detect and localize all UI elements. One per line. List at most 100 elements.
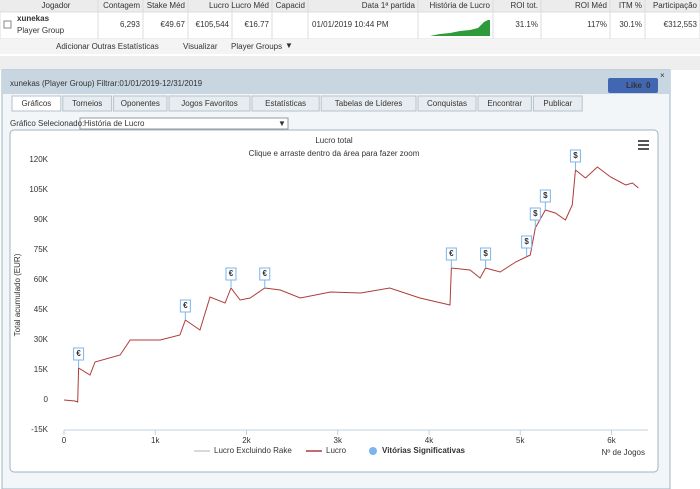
flag[interactable]: [480, 247, 492, 261]
x-tick-label: 2k: [242, 436, 251, 445]
tab[interactable]: [113, 95, 168, 112]
x-axis-title: Nº de Jogos: [602, 448, 645, 457]
x-tick-label: 0: [62, 436, 67, 445]
flag[interactable]: [529, 207, 541, 221]
flag-label: €: [76, 349, 81, 358]
close-icon[interactable]: ×: [660, 71, 665, 80]
tab[interactable]: [168, 95, 251, 112]
y-tick-label: 105K: [29, 185, 48, 194]
selector-label: Gráfico Selecionado:: [10, 119, 84, 128]
table-header-bg: [0, 0, 700, 12]
sparkline: [430, 20, 490, 36]
flag-label: €: [229, 269, 234, 278]
like-button[interactable]: [608, 78, 658, 93]
tab[interactable]: [417, 95, 477, 112]
legend-label[interactable]: Vitórias Significativas: [382, 446, 466, 455]
cell: €105,544: [196, 20, 230, 29]
column-header: Lucro: [209, 1, 230, 10]
cell: €16.77: [245, 20, 270, 29]
toolbar-item[interactable]: Visualizar: [183, 42, 218, 51]
tab-label[interactable]: Estatísticas: [265, 99, 306, 108]
legend-label[interactable]: Lucro Excluindo Rake: [214, 446, 292, 455]
cell: €312,553: [664, 20, 698, 29]
y-tick-label: 0: [44, 395, 49, 404]
chart-title: Lucro total: [315, 136, 353, 145]
menu-icon[interactable]: [638, 140, 649, 150]
column-header: História de Lucro: [430, 1, 491, 10]
column-header: Lucro Méd: [231, 1, 269, 10]
flag-label: $: [524, 237, 529, 246]
dropdown[interactable]: [79, 117, 289, 130]
column-header: Capacid: [276, 1, 305, 10]
tab-label[interactable]: Tabelas de Líderes: [335, 99, 403, 108]
cell: 01/01/2019 10:44 PM: [312, 20, 389, 29]
column-header: Contagem: [103, 1, 140, 10]
cell: 30.1%: [619, 20, 642, 29]
tab[interactable]: [532, 95, 583, 112]
y-tick-label: 90K: [34, 215, 49, 224]
flag[interactable]: [259, 267, 271, 281]
selector-value[interactable]: História de Lucro: [84, 119, 145, 128]
flag[interactable]: [521, 235, 533, 249]
chart-frame: [9, 129, 659, 473]
cell: 31.1%: [515, 20, 538, 29]
chart-subtitle: Clique e arraste dentro da área para faz…: [249, 149, 420, 158]
tab-label[interactable]: Encontrar: [487, 99, 522, 108]
flag-label: $: [543, 191, 548, 200]
like-count[interactable]: 0: [646, 81, 651, 90]
column-header: ITM %: [619, 1, 642, 10]
toolbar-bg: [0, 39, 700, 54]
flag[interactable]: [445, 247, 457, 261]
player-group: Player Group: [17, 26, 65, 35]
flag-label: €: [449, 249, 454, 258]
profit-line: [63, 166, 639, 403]
cell: 6,293: [120, 20, 141, 29]
toolbar-item[interactable]: Adicionar Outras Estatísticas: [56, 42, 159, 51]
flag-label: €: [263, 269, 268, 278]
tab[interactable]: [320, 95, 417, 112]
toolbar-item[interactable]: Player Groups: [231, 42, 282, 51]
column-header: ROI Méd: [575, 1, 607, 10]
like-text[interactable]: Like: [626, 81, 643, 90]
tab-label[interactable]: Conquistas: [427, 99, 467, 108]
tab[interactable]: [251, 95, 320, 112]
table-row-bg: [0, 11, 700, 40]
tab-label[interactable]: Torneios: [72, 99, 102, 108]
panel-title: xunekas (Player Group) Filtrar:01/01/201…: [10, 79, 203, 88]
flag[interactable]: [569, 149, 581, 163]
tab-label[interactable]: Publicar: [543, 99, 572, 108]
tab-label[interactable]: Oponentes: [121, 99, 160, 108]
flag[interactable]: [73, 347, 85, 361]
dropdown-arrow: ▼: [285, 41, 293, 50]
flag-label: $: [483, 249, 488, 258]
player-name: xunekas: [17, 14, 50, 23]
checkbox[interactable]: [3, 20, 12, 29]
column-header: Stake Méd: [147, 1, 185, 10]
column-header: Participação: [653, 1, 698, 10]
tab[interactable]: [477, 95, 532, 112]
tab[interactable]: [11, 95, 62, 112]
cell: 117%: [587, 20, 607, 29]
flag-label: $: [573, 151, 578, 160]
flag[interactable]: [179, 299, 191, 313]
column-header: ROI tot.: [510, 1, 538, 10]
flag[interactable]: [539, 189, 551, 203]
y-tick-label: 75K: [34, 245, 49, 254]
x-tick-label: 1k: [151, 436, 160, 445]
flag-label: €: [183, 301, 188, 310]
tab-label[interactable]: Gráficos: [22, 99, 52, 108]
legend-label[interactable]: Lucro: [326, 446, 347, 455]
y-tick-label: -15K: [31, 425, 49, 434]
x-tick-label: 6k: [607, 436, 616, 445]
y-tick-label: 15K: [34, 365, 49, 374]
tab-label[interactable]: Jogos Favoritos: [181, 99, 237, 108]
y-tick-label: 30K: [34, 335, 49, 344]
x-tick-label: 4k: [425, 436, 434, 445]
y-axis-title: Total acumulado (EUR): [13, 253, 22, 336]
cell: €49.67: [161, 20, 186, 29]
tab[interactable]: [62, 95, 113, 112]
y-tick-label: 60K: [34, 275, 49, 284]
flag[interactable]: [225, 267, 237, 281]
